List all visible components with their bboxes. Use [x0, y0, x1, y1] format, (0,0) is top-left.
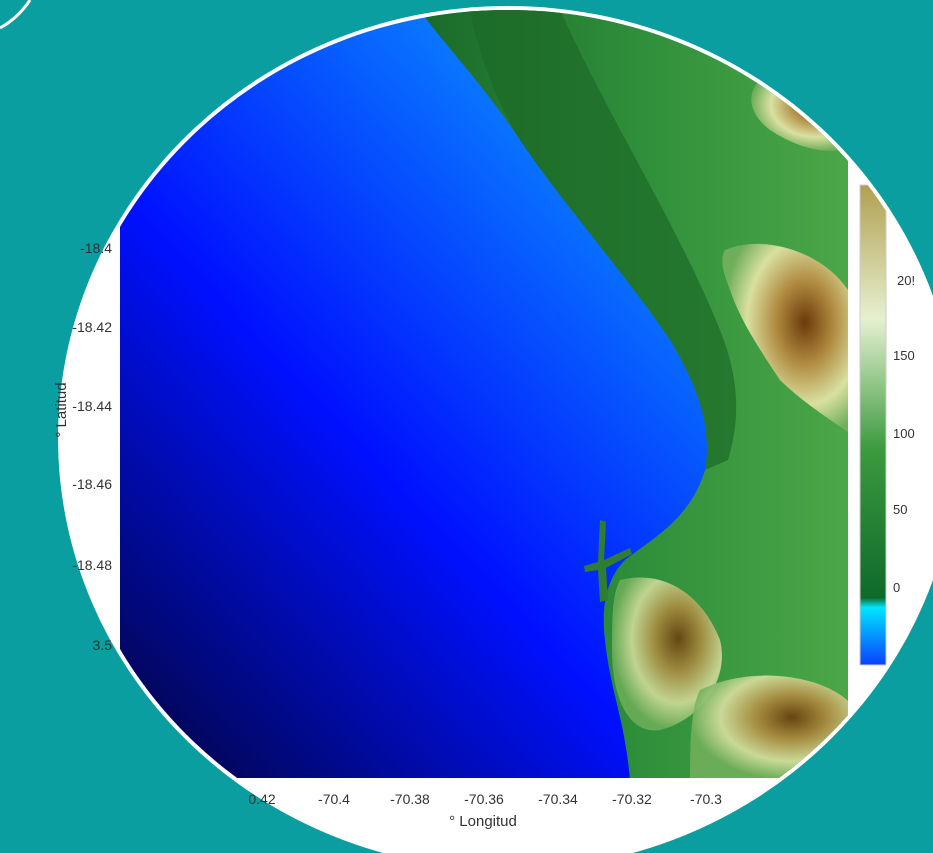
x-tick-label: -70.34: [538, 791, 578, 807]
y-tick-label: -18.46: [72, 476, 112, 492]
y-tick-label: -18.48: [72, 557, 112, 573]
hill-south: [612, 577, 722, 731]
colorbar-tick-label: 150: [893, 348, 915, 363]
y-tick-label: -18.42: [72, 319, 112, 335]
y-axis: -18.4 -18.42 -18.44 -18.46 -18.48 3.5: [72, 240, 112, 653]
corner-decoration: [0, 0, 32, 30]
colorbar-tick-label: 0: [893, 580, 900, 595]
x-axis: 0.42 -70.4 -70.38 -70.36 -70.34 -70.32 -…: [248, 791, 722, 807]
colorbar-tick-label: 20!: [897, 273, 915, 288]
y-tick-label: -18.4: [80, 240, 112, 256]
x-tick-label: -70.4: [318, 791, 350, 807]
y-tick-label: 3.5: [93, 637, 113, 653]
land-region: [420, 10, 848, 778]
x-axis-label: ° Longitud: [449, 813, 517, 830]
x-tick-label: -70.38: [390, 791, 430, 807]
colorbar: [859, 184, 887, 666]
hill-east: [722, 243, 848, 440]
y-axis-label: ° Latitud: [53, 382, 70, 437]
colorbar-ticks: 20! 150 100 50 0: [893, 273, 915, 595]
map-plot-area: [120, 10, 848, 778]
x-tick-label: -70.3: [690, 791, 722, 807]
x-tick-label: -70.32: [612, 791, 652, 807]
colorbar-tick-label: 50: [893, 502, 907, 517]
y-tick-label: -18.44: [72, 398, 112, 414]
colorbar-tick-label: 100: [893, 426, 915, 441]
x-tick-label: -70.36: [464, 791, 504, 807]
coastal-band: [470, 10, 737, 470]
x-tick-label: 0.42: [248, 791, 275, 807]
port-structure: [584, 520, 632, 602]
